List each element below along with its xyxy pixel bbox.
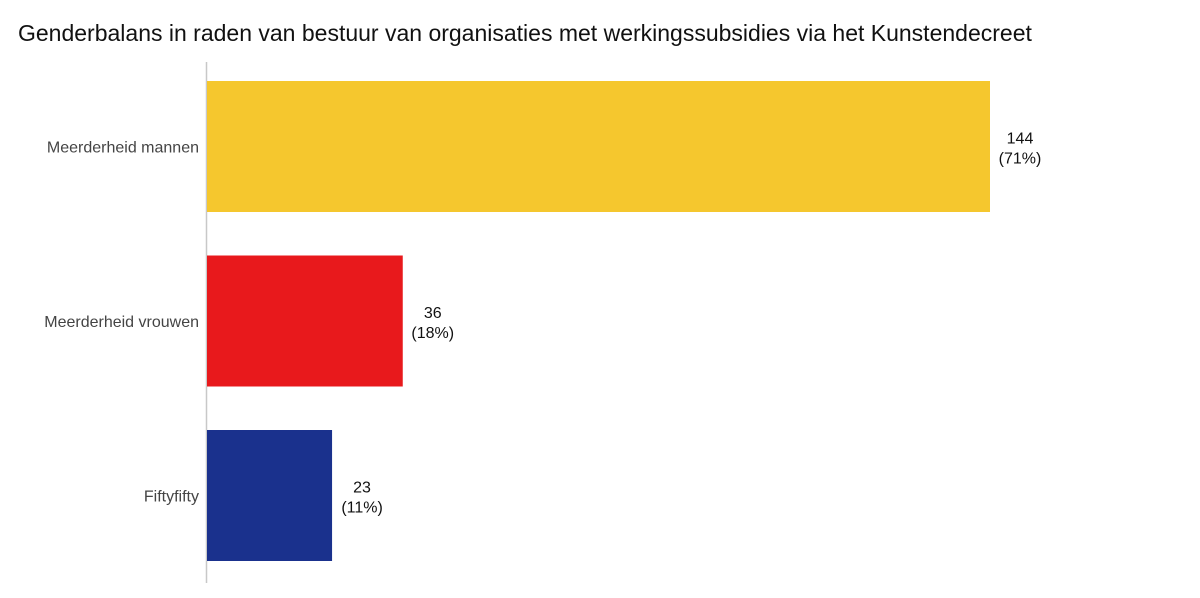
bar-fiftyfifty (207, 430, 333, 561)
percent-label-fiftyfifty: (11%) (341, 500, 383, 517)
percent-label-meerderheid-mannen: (71%) (999, 151, 1042, 168)
bar-meerderheid-mannen (207, 81, 990, 212)
bars-layer: Meerderheid mannen 144 (71%) Meerderheid vr… (44, 81, 1041, 561)
percent-label-meerderheid-vrouwen: (18%) (411, 325, 454, 342)
category-label-fiftyfifty: Fiftyfifty (144, 489, 199, 506)
category-label-meerderheid-vrouwen: Meerderheid vrouwen (44, 314, 199, 331)
value-label-meerderheid-vrouwen: 36 (424, 305, 442, 322)
bar-meerderheid-vrouwen (207, 255, 403, 387)
value-label-meerderheid-mannen: 144 (1007, 131, 1034, 148)
chart-title: Genderbalans in raden van bestuur van or… (18, 20, 1032, 46)
value-label-fiftyfifty: 23 (353, 480, 371, 497)
category-label-meerderheid-mannen: Meerderheid mannen (47, 140, 199, 157)
